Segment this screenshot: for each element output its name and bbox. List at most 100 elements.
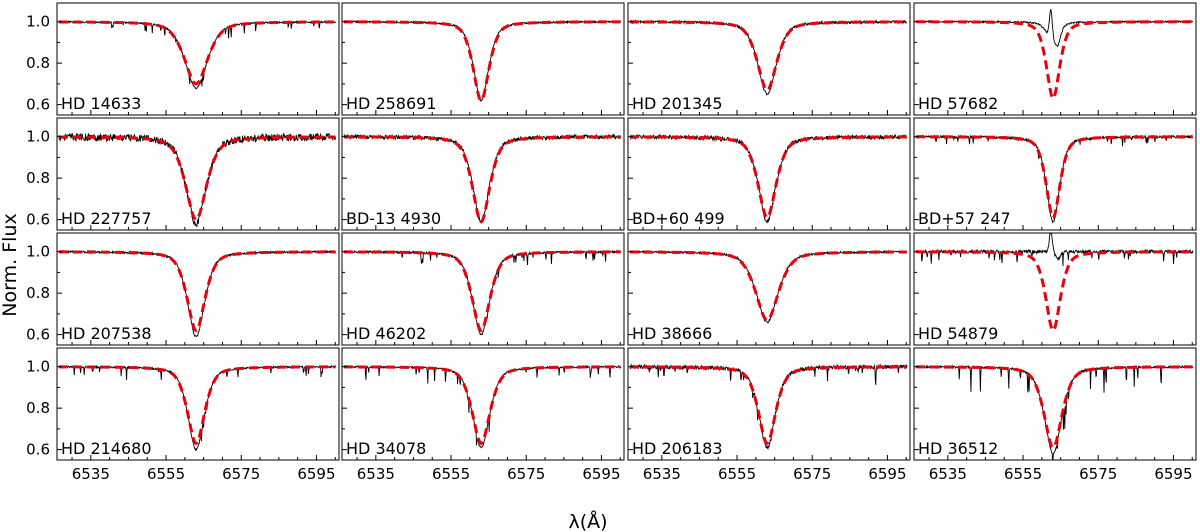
panel-frame bbox=[341, 2, 625, 116]
panel-frame bbox=[627, 117, 911, 231]
star-label: HD 14633 bbox=[61, 94, 141, 113]
observed-spectrum bbox=[343, 19, 622, 102]
model-fit bbox=[629, 135, 907, 219]
model-fit bbox=[58, 250, 336, 332]
star-label: HD 54879 bbox=[918, 324, 998, 343]
model-fit bbox=[343, 20, 621, 102]
x-tick-label: 6595 bbox=[582, 465, 620, 483]
star-label: BD+60 499 bbox=[632, 209, 725, 228]
observed-spectrum bbox=[915, 233, 1194, 267]
star-label: HD 207538 bbox=[61, 324, 152, 343]
panel: 6535 6555 6575 6595 HD 34078 bbox=[341, 347, 625, 483]
x-tick-label: 6575 bbox=[793, 465, 831, 483]
star-label: HD 38666 bbox=[632, 324, 712, 343]
panel-frame bbox=[913, 117, 1197, 231]
star-label: BD-13 4930 bbox=[346, 209, 441, 228]
panel-frame bbox=[56, 117, 340, 231]
panel-frame bbox=[627, 232, 911, 346]
x-tick-label: 6595 bbox=[297, 465, 335, 483]
x-tick-label: 6555 bbox=[147, 465, 185, 483]
x-tick-label: 6575 bbox=[507, 465, 545, 483]
model-fit bbox=[343, 365, 621, 445]
observed-spectrum bbox=[343, 364, 622, 449]
panel-frame bbox=[341, 232, 625, 346]
star-label: HD 36512 bbox=[918, 439, 998, 458]
y-tick-label: 0.6 bbox=[26, 326, 50, 344]
y-tick-label: 1.0 bbox=[26, 13, 50, 31]
panel: HD 201345 bbox=[627, 2, 911, 116]
x-tick-label: 6535 bbox=[357, 465, 395, 483]
x-tick-label: 6555 bbox=[718, 465, 756, 483]
model-fit bbox=[58, 365, 336, 445]
model-fit bbox=[915, 365, 1193, 449]
observed-spectrum bbox=[629, 363, 908, 450]
model-fit bbox=[915, 135, 1193, 219]
x-tick-label: 6535 bbox=[929, 465, 967, 483]
star-label: HD 258691 bbox=[346, 94, 437, 113]
y-axis-label: Norm. Flux bbox=[0, 213, 21, 316]
panel-frame bbox=[913, 347, 1197, 461]
x-tick-label: 6575 bbox=[222, 465, 260, 483]
observed-spectrum bbox=[58, 364, 337, 452]
panel-frame bbox=[56, 2, 340, 116]
x-axis-label: λ(Å) bbox=[568, 510, 607, 532]
y-tick-label: 0.8 bbox=[26, 284, 50, 302]
panel: 6535 6555 6575 6595 HD 206183 bbox=[627, 347, 911, 483]
model-fit bbox=[58, 135, 336, 222]
x-tick-label: 6575 bbox=[1079, 465, 1117, 483]
model-fit bbox=[629, 365, 907, 445]
star-label: HD 201345 bbox=[632, 94, 723, 113]
panel: BD-13 4930 bbox=[341, 117, 625, 231]
observed-spectrum bbox=[343, 249, 622, 336]
panel-frame bbox=[627, 347, 911, 461]
panel: HD 54879 bbox=[913, 232, 1197, 346]
y-tick-label: 0.8 bbox=[26, 169, 50, 187]
observed-spectrum bbox=[58, 132, 337, 228]
star-label: HD 34078 bbox=[346, 439, 426, 458]
y-tick-label: 0.6 bbox=[26, 96, 50, 114]
observed-spectrum bbox=[629, 249, 908, 324]
star-label: BD+57 247 bbox=[918, 209, 1011, 228]
model-fit bbox=[629, 20, 907, 92]
model-fit bbox=[343, 250, 621, 332]
observed-spectrum bbox=[629, 19, 908, 96]
panel-frame bbox=[56, 347, 340, 461]
panel-frame bbox=[627, 2, 911, 116]
y-tick-label: 1.0 bbox=[26, 128, 50, 146]
panel: BD+57 247 bbox=[913, 117, 1197, 231]
panel: HD 258691 bbox=[341, 2, 625, 116]
x-tick-label: 6555 bbox=[432, 465, 470, 483]
x-tick-label: 6535 bbox=[643, 465, 681, 483]
panel-frame bbox=[913, 232, 1197, 346]
star-label: HD 214680 bbox=[61, 439, 152, 458]
model-fit bbox=[343, 135, 621, 224]
panel: 6535 6555 6575 6595 0.6 0.8 1.0 HD 214680 bbox=[26, 347, 340, 483]
x-tick-label: 6595 bbox=[1154, 465, 1192, 483]
y-tick-label: 1.0 bbox=[26, 358, 50, 376]
panel: 0.6 0.8 1.0 HD 227757 bbox=[26, 117, 340, 231]
x-tick-label: 6555 bbox=[1004, 465, 1042, 483]
x-tick-label: 6535 bbox=[72, 465, 110, 483]
panel-frame bbox=[341, 117, 625, 231]
panel: HD 46202 bbox=[341, 232, 625, 346]
panel-grid: 0.6 0.8 1.0 HD 14633 HD 258691 HD 201345 HD 57… bbox=[26, 2, 1197, 483]
y-tick-label: 0.8 bbox=[26, 54, 50, 72]
model-fit bbox=[915, 250, 1193, 332]
panel-frame bbox=[56, 232, 340, 346]
observed-spectrum bbox=[58, 19, 337, 90]
y-tick-label: 0.6 bbox=[26, 211, 50, 229]
y-tick-label: 0.8 bbox=[26, 399, 50, 417]
model-fit bbox=[915, 20, 1193, 100]
y-tick-label: 0.6 bbox=[26, 441, 50, 459]
star-label: HD 206183 bbox=[632, 439, 723, 458]
panel-frame bbox=[913, 2, 1197, 116]
panel: HD 57682 bbox=[913, 2, 1197, 116]
panel: HD 38666 bbox=[627, 232, 911, 346]
panel: 6535 6555 6575 6595 HD 36512 bbox=[913, 347, 1197, 483]
panel: BD+60 499 bbox=[627, 117, 911, 231]
observed-spectrum bbox=[915, 8, 1194, 48]
model-fit bbox=[58, 20, 336, 86]
x-tick-label: 6595 bbox=[868, 465, 906, 483]
star-label: HD 46202 bbox=[346, 324, 426, 343]
